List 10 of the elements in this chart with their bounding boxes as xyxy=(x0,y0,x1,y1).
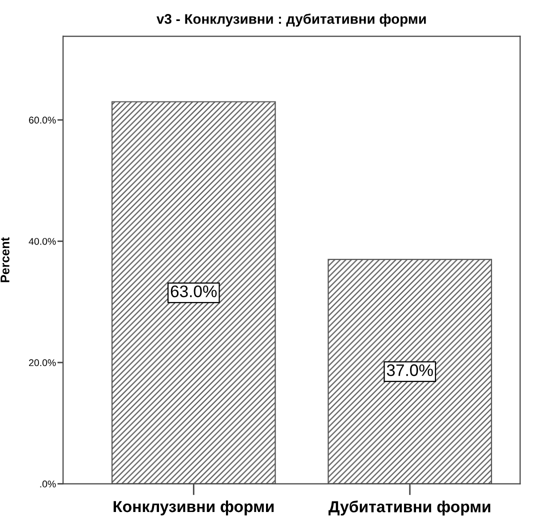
y-tick-label: 40.0% xyxy=(28,238,56,245)
data-label: 63.0% xyxy=(170,285,217,298)
y-tick-label: 20.0% xyxy=(29,359,56,366)
chart-title: v3 - Конклузивни : дубитативни форми xyxy=(156,14,426,27)
y-axis-title: Percent xyxy=(0,237,10,282)
y-tick-label: 60.0% xyxy=(29,116,56,124)
y-tick-label: .0% xyxy=(40,480,56,488)
x-tick-label: Конклузивни форми xyxy=(114,500,274,516)
data-label: 37.0% xyxy=(386,364,433,376)
x-tick-label: Дубитативни форми xyxy=(328,500,490,516)
